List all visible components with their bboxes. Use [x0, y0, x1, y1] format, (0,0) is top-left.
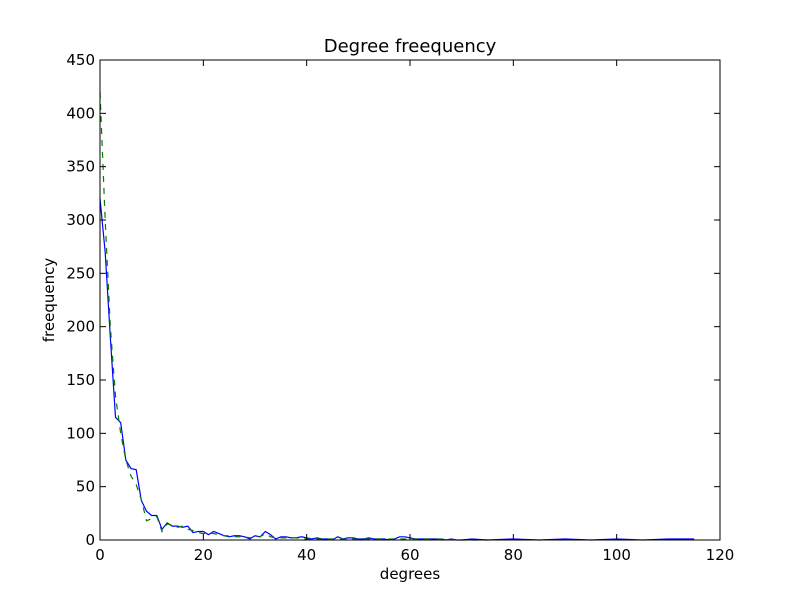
y-tick-label: 100: [66, 424, 95, 442]
x-tick-label: 40: [297, 546, 316, 564]
chart-title: Degree freequency: [324, 36, 497, 57]
y-tick-label: 0: [85, 531, 95, 549]
y-tick-label: 400: [66, 104, 95, 122]
y-tick-label: 350: [66, 158, 95, 176]
x-tick-label: 60: [400, 546, 419, 564]
y-tick-label: 250: [66, 264, 95, 282]
y-tick-label: 300: [66, 211, 95, 229]
y-tick-label: 200: [66, 318, 95, 336]
y-tick-label: 450: [66, 51, 95, 69]
x-tick-label: 100: [602, 546, 631, 564]
y-axis-label: freequency: [40, 258, 58, 343]
x-tick-label: 20: [194, 546, 213, 564]
ticks-layer: 0 20 40 60 80 100 120 0 50 100 150 200 250 300 350 400 4…: [66, 51, 734, 564]
x-tick-label: 80: [504, 546, 523, 564]
x-tick-label: 0: [95, 546, 105, 564]
y-tick-label: 50: [76, 478, 95, 496]
x-axis-label: degrees: [380, 565, 441, 583]
y-tick-label: 150: [66, 371, 95, 389]
x-tick-label: 120: [706, 546, 735, 564]
